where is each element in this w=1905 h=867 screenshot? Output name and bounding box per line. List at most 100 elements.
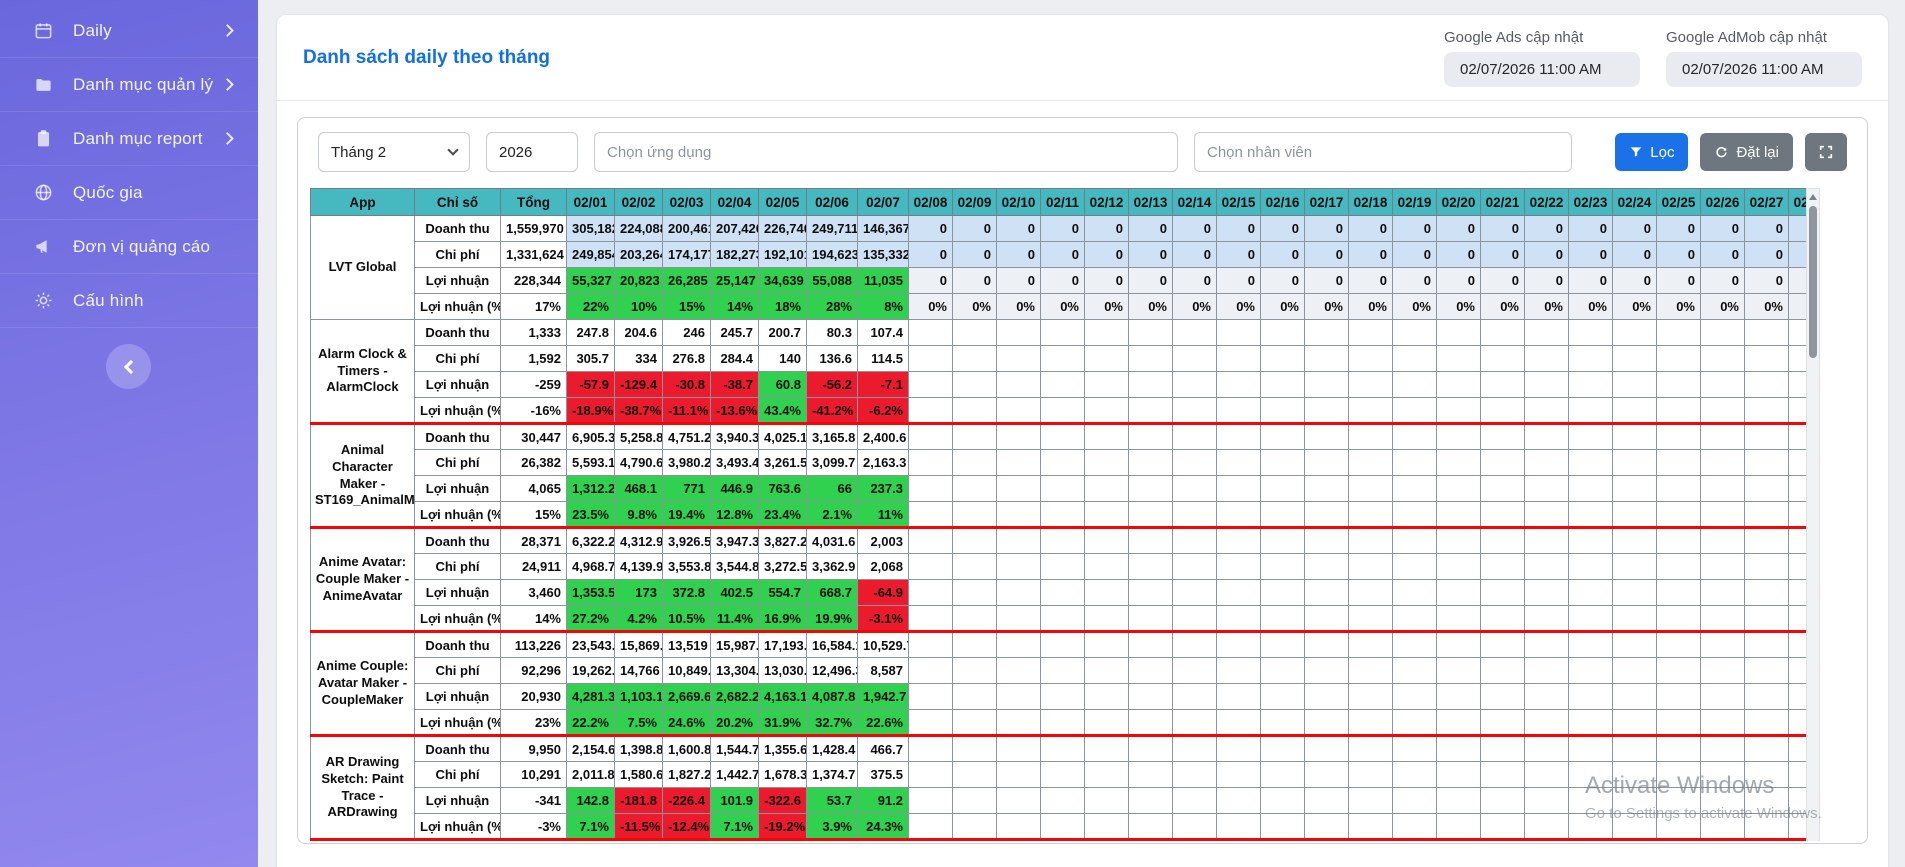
sidebar-item-cau-hinh[interactable]: Cấu hình bbox=[0, 274, 258, 328]
day-cell: 3,261.5 bbox=[758, 449, 807, 476]
day-cell: 22.2% bbox=[566, 709, 615, 737]
day-cell: 226,740 bbox=[758, 215, 807, 242]
staff-select-input[interactable] bbox=[1194, 132, 1572, 172]
sidebar-item-danh-muc-quan-ly[interactable]: Danh mục quản lý bbox=[0, 58, 258, 112]
fullscreen-button[interactable] bbox=[1805, 133, 1847, 171]
day-cell bbox=[1260, 345, 1305, 372]
vertical-scrollbar[interactable] bbox=[1806, 188, 1820, 841]
metric-cell: Chi phí bbox=[414, 241, 501, 268]
day-cell: 11.4% bbox=[710, 605, 759, 633]
day-cell bbox=[1172, 631, 1217, 658]
day-cell bbox=[952, 475, 997, 502]
day-cell bbox=[952, 709, 997, 737]
day-cell bbox=[1216, 475, 1261, 502]
reset-button[interactable]: Đặt lại bbox=[1700, 133, 1793, 171]
sidebar-item-daily[interactable]: Daily bbox=[0, 4, 258, 58]
day-cell: 0% bbox=[1480, 293, 1525, 320]
day-cell bbox=[1480, 527, 1525, 554]
day-cell bbox=[1216, 319, 1261, 346]
day-cell: 20.2% bbox=[710, 709, 759, 737]
day-cell bbox=[1392, 423, 1437, 450]
day-cell: 668.7 bbox=[806, 579, 858, 606]
day-cell bbox=[1172, 371, 1217, 398]
day-cell: 1,374.7 bbox=[806, 761, 858, 788]
day-cell: 249,854 bbox=[566, 241, 615, 268]
day-cell: 0% bbox=[1304, 293, 1349, 320]
day-cell bbox=[1700, 345, 1745, 372]
day-cell bbox=[1744, 761, 1789, 788]
day-cell bbox=[1128, 423, 1173, 450]
day-cell: 19.9% bbox=[806, 605, 858, 633]
table-row: Lợi nhuận 4,065 1,312.2 468.1 771 446.9 763.6 6… bbox=[311, 475, 1820, 502]
filter-table-panel: Tháng 2 Lọc Đặt lại bbox=[297, 117, 1868, 844]
day-cell bbox=[1128, 631, 1173, 658]
day-cell bbox=[1128, 579, 1173, 606]
day-cell bbox=[1480, 319, 1525, 346]
day-cell: 4,163.1 bbox=[758, 683, 807, 710]
calendar-icon bbox=[34, 21, 58, 40]
day-cell bbox=[1568, 501, 1613, 529]
table-row: Anime Couple: Avatar Maker - CoupleMaker… bbox=[310, 631, 1820, 737]
day-cell bbox=[1656, 527, 1701, 554]
google-admob-update: Google AdMob cập nhật 02/07/2026 11:00 A… bbox=[1666, 29, 1862, 87]
day-cell: 4,751.2 bbox=[662, 423, 711, 450]
day-cell: 0 bbox=[1744, 267, 1789, 294]
day-cell: 0 bbox=[1700, 241, 1745, 268]
day-cell bbox=[996, 813, 1041, 841]
google-ads-update-label: Google Ads cập nhật bbox=[1444, 28, 1584, 46]
day-cell bbox=[1524, 527, 1569, 554]
megaphone-icon bbox=[34, 237, 58, 256]
day-cell bbox=[1744, 735, 1789, 762]
day-cell bbox=[1304, 735, 1349, 762]
day-cell: 2.1% bbox=[806, 501, 858, 529]
reset-button-label: Đặt lại bbox=[1736, 143, 1779, 161]
day-cell: 1,580.6 bbox=[614, 761, 663, 788]
day-cell: 18% bbox=[758, 293, 807, 320]
metric-cell: Doanh thu bbox=[414, 527, 501, 554]
scrollbar-thumb[interactable] bbox=[1809, 206, 1817, 358]
day-cell bbox=[1084, 319, 1129, 346]
day-cell: 446.9 bbox=[710, 475, 759, 502]
day-cell bbox=[1304, 683, 1349, 710]
sidebar-item-danh-muc-report[interactable]: Danh mục report bbox=[0, 112, 258, 166]
day-cell: 4,087.8 bbox=[806, 683, 858, 710]
month-select[interactable]: Tháng 2 bbox=[318, 132, 470, 172]
day-cell: 1,442.7 bbox=[710, 761, 759, 788]
day-cell bbox=[1084, 579, 1129, 606]
day-cell bbox=[1700, 735, 1745, 762]
day-cell bbox=[1700, 449, 1745, 476]
day-cell bbox=[1744, 449, 1789, 476]
day-cell: 22% bbox=[566, 293, 615, 320]
day-cell bbox=[908, 709, 953, 737]
day-cell: 3.9% bbox=[806, 813, 858, 841]
table-row: Lợi nhuận (%) 15% 23.5% 9.8% 19.4% 12.8% 23.4%… bbox=[311, 501, 1820, 529]
day-cell bbox=[1744, 709, 1789, 737]
day-cell: -181.8 bbox=[614, 787, 663, 814]
day-cell bbox=[1084, 631, 1129, 658]
day-cell bbox=[1348, 345, 1393, 372]
col-header-day: 02/10 bbox=[996, 188, 1041, 216]
filter-button[interactable]: Lọc bbox=[1615, 133, 1689, 171]
year-input[interactable] bbox=[486, 132, 578, 172]
day-cell bbox=[1480, 709, 1525, 737]
day-cell: 2,154.6 bbox=[566, 735, 615, 762]
chevron-right-icon bbox=[221, 24, 234, 37]
total-cell: -341 bbox=[500, 787, 567, 814]
col-header-day: 02/09 bbox=[952, 188, 997, 216]
app-select-input[interactable] bbox=[594, 132, 1178, 172]
sidebar-collapse-button[interactable] bbox=[106, 344, 151, 389]
day-cell: 12,496.3 bbox=[806, 657, 858, 684]
day-cell bbox=[1084, 553, 1129, 580]
sidebar-item-quoc-gia[interactable]: Quốc gia bbox=[0, 166, 258, 220]
day-cell bbox=[1436, 761, 1481, 788]
day-cell bbox=[996, 631, 1041, 658]
sidebar-item-don-vi-quang-cao[interactable]: Đơn vị quảng cáo bbox=[0, 220, 258, 274]
day-cell bbox=[1568, 371, 1613, 398]
day-cell bbox=[1568, 475, 1613, 502]
day-cell: 91.2 bbox=[857, 787, 909, 814]
day-cell bbox=[996, 501, 1041, 529]
app-name-cell: Anime Avatar: Couple Maker - AnimeAvatar bbox=[310, 527, 415, 633]
day-cell: 0 bbox=[1172, 267, 1217, 294]
day-cell bbox=[1348, 553, 1393, 580]
total-cell: 10,291 bbox=[500, 761, 567, 788]
